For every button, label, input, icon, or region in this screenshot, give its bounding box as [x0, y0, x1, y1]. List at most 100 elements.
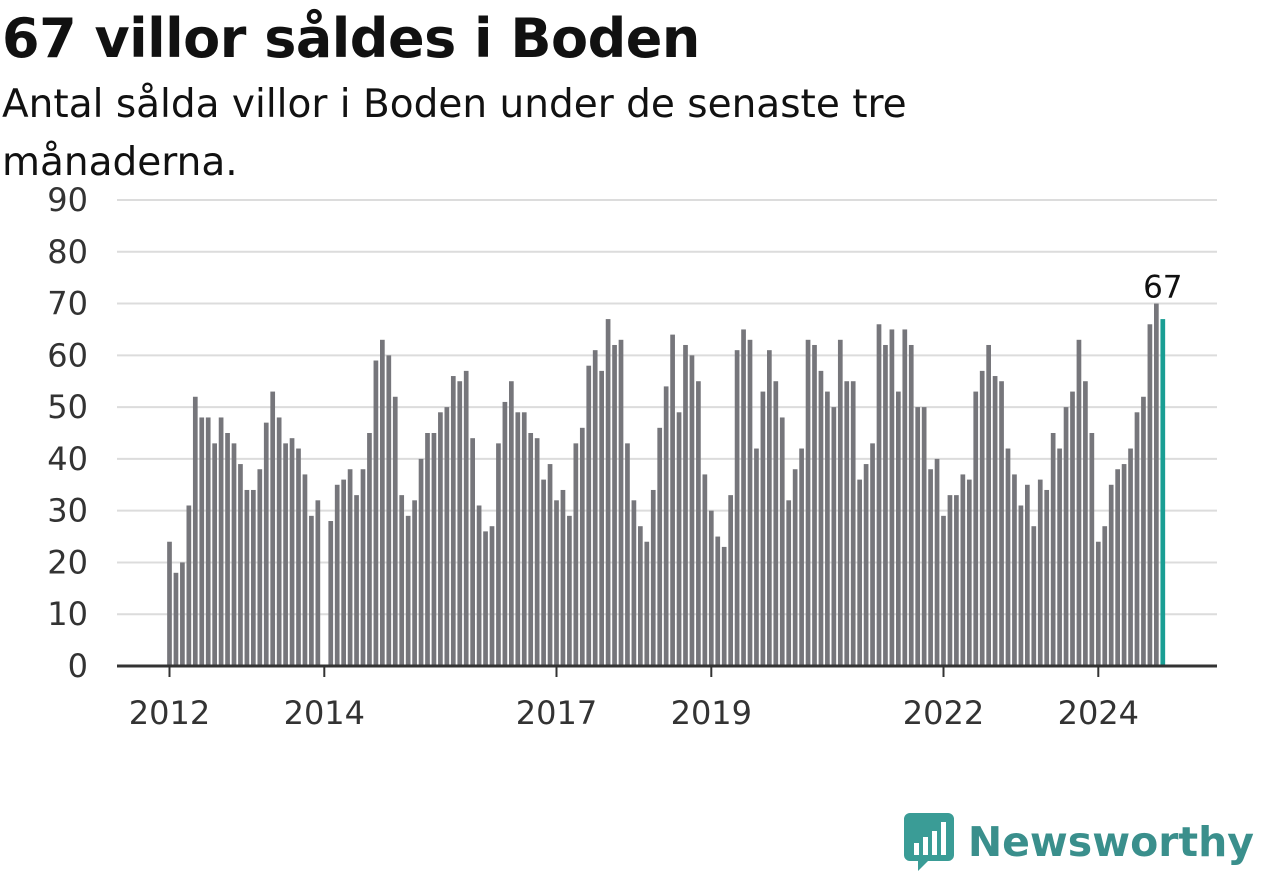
bar [896, 391, 901, 666]
bar [502, 401, 508, 666]
bar [586, 365, 592, 666]
bar [392, 396, 398, 666]
bar [902, 329, 908, 666]
bar [483, 531, 488, 666]
y-tick-label: 90 [47, 181, 88, 219]
bar [857, 479, 862, 666]
bar [1095, 541, 1101, 666]
bar [444, 407, 450, 666]
x-axis-ticks: 2012 2014 2017 2019 2022 2024 [129, 666, 1139, 732]
bar [199, 417, 205, 666]
bar [1115, 469, 1120, 666]
bar [296, 448, 301, 666]
bar [231, 443, 237, 666]
bar [212, 443, 217, 666]
bar [741, 329, 746, 666]
bar [1141, 396, 1146, 666]
bar [715, 536, 721, 666]
bar [973, 391, 979, 666]
bar [1012, 474, 1017, 666]
bar [528, 433, 534, 666]
y-tick-label: 0 [68, 647, 88, 685]
bar [863, 464, 869, 666]
bar [302, 474, 308, 666]
bar [683, 344, 688, 666]
bar [908, 344, 914, 666]
bar [328, 521, 334, 666]
bar [805, 339, 811, 666]
bar [928, 469, 933, 666]
bar [354, 495, 359, 666]
bar [638, 526, 643, 666]
bar [399, 495, 405, 666]
bar [999, 381, 1004, 666]
bar [367, 433, 372, 666]
bar [657, 427, 663, 666]
bar [425, 433, 430, 666]
bar [625, 443, 630, 666]
bar [1154, 303, 1159, 666]
x-tick-label: 2017 [516, 694, 597, 732]
bar [850, 381, 856, 666]
bar [579, 427, 585, 666]
bar [1134, 412, 1140, 666]
y-tick-label: 60 [47, 336, 88, 374]
bar [1102, 526, 1108, 666]
bar [186, 505, 192, 666]
bar [309, 515, 314, 666]
x-tick-label: 2012 [129, 694, 210, 732]
bar [818, 370, 824, 666]
bar [386, 355, 392, 666]
highlight-data-label: 67 [1143, 270, 1182, 306]
bar [360, 469, 366, 666]
bar [289, 438, 295, 666]
bar [173, 572, 179, 666]
bar [670, 334, 675, 666]
y-tick-label: 50 [47, 388, 88, 426]
bar [728, 495, 733, 666]
bar [754, 448, 759, 666]
bar [489, 526, 495, 666]
brand-name: Newsworthy [967, 818, 1254, 866]
bar [934, 458, 940, 666]
bar [1057, 448, 1062, 666]
y-tick-label: 40 [47, 440, 88, 478]
bar [1083, 381, 1088, 666]
bar [631, 500, 637, 666]
bar [1031, 526, 1037, 666]
bar [341, 479, 346, 666]
bar [509, 381, 514, 666]
bar [373, 360, 379, 666]
bar [747, 339, 753, 666]
bar [599, 370, 604, 666]
bar [347, 469, 353, 666]
bar [470, 438, 475, 666]
bar [521, 412, 527, 666]
bar [1128, 448, 1133, 666]
bar [405, 515, 411, 666]
bar [612, 344, 617, 666]
bar [960, 474, 966, 666]
bar [431, 433, 437, 666]
bar [567, 515, 572, 666]
bar [515, 412, 521, 666]
x-tick-label: 2024 [1058, 694, 1139, 732]
bar-highlight [1160, 319, 1166, 666]
bar [573, 443, 579, 666]
bar [605, 319, 611, 666]
bar [167, 541, 172, 666]
bar [1108, 484, 1114, 666]
bar [1044, 489, 1050, 666]
bar [786, 500, 792, 666]
bar [825, 391, 830, 666]
bar [689, 355, 695, 666]
bar [1076, 339, 1082, 666]
bar [644, 541, 650, 666]
bar [418, 458, 424, 666]
bar [650, 489, 656, 666]
bar [837, 339, 843, 666]
y-tick-label: 20 [47, 543, 88, 581]
bar [792, 469, 798, 666]
bar [541, 479, 546, 666]
